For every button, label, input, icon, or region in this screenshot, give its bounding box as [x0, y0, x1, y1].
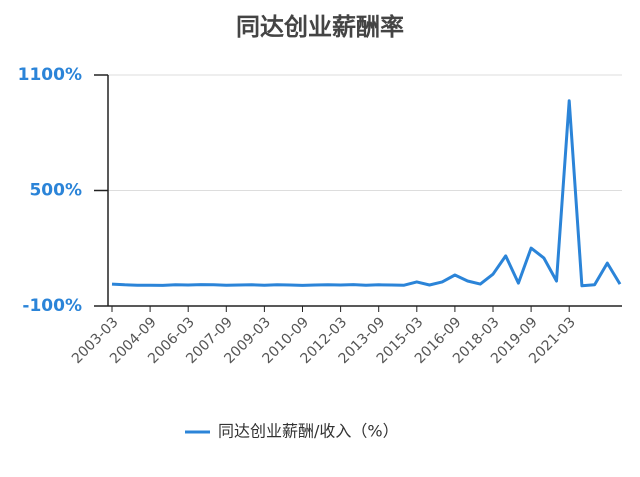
y-tick-label: 1100% [18, 65, 82, 85]
chart-title: 同达创业薪酬率 [236, 13, 404, 41]
data-line [111, 99, 622, 288]
y-tick-label: -100% [22, 296, 82, 316]
y-tick-label: 500% [29, 181, 82, 201]
legend-label: 同达创业薪酬/收入（%） [218, 422, 399, 441]
